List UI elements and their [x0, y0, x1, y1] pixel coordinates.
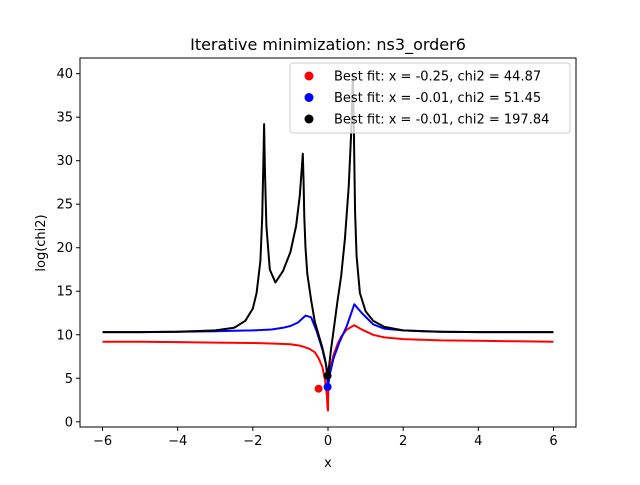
chart-title: Iterative minimization: ns3_order6: [190, 35, 466, 55]
y-tick-label: 35: [56, 111, 73, 126]
y-tick-label: 25: [56, 198, 73, 213]
series-layer: [102, 72, 554, 412]
best-fit-point-3: [323, 371, 332, 380]
x-tick-label: 2: [399, 434, 407, 449]
legend-frame: [289, 62, 571, 134]
best-fit-points-layer: [314, 371, 332, 393]
y-axis-label: log(chi2): [34, 214, 49, 271]
y-tick-label: 40: [56, 67, 73, 82]
x-tick-label: −2: [243, 434, 262, 449]
x-ticks: −6 −4 −2 0 2 4 6: [93, 427, 558, 449]
series-line-3: [102, 72, 554, 377]
y-tick-label: 10: [56, 328, 73, 343]
y-tick-label: 15: [56, 285, 73, 300]
y-ticks: 0 5 10 15 20 25 30 35 40: [56, 67, 80, 430]
legend-marker-1: [304, 71, 314, 81]
legend-marker-2: [304, 93, 314, 102]
best-fit-point-2: [323, 383, 332, 391]
legend: Best fit: x = -0.25, chi2 = 44.87 Best fi…: [289, 62, 571, 134]
x-tick-label: 0: [324, 434, 332, 449]
legend-label-2: Best fit: x = -0.01, chi2 = 51.45: [334, 91, 541, 106]
best-fit-point-1: [314, 384, 323, 393]
legend-marker-3: [304, 114, 314, 124]
y-tick-label: 5: [65, 372, 73, 387]
legend-label-1: Best fit: x = -0.25, chi2 = 44.87: [334, 70, 541, 85]
x-tick-label: 6: [549, 434, 557, 449]
y-tick-label: 30: [56, 154, 73, 169]
x-tick-label: −4: [168, 434, 187, 449]
series-line-1: [102, 324, 554, 412]
y-tick-label: 0: [65, 415, 73, 430]
x-tick-label: −6: [93, 434, 112, 449]
x-axis-label: x: [324, 456, 332, 471]
legend-label-3: Best fit: x = -0.01, chi2 = 197.84: [334, 113, 549, 128]
y-tick-label: 20: [56, 241, 73, 256]
x-tick-label: 4: [474, 434, 482, 449]
legend-items: Best fit: x = -0.25, chi2 = 44.87 Best fi…: [304, 70, 549, 128]
